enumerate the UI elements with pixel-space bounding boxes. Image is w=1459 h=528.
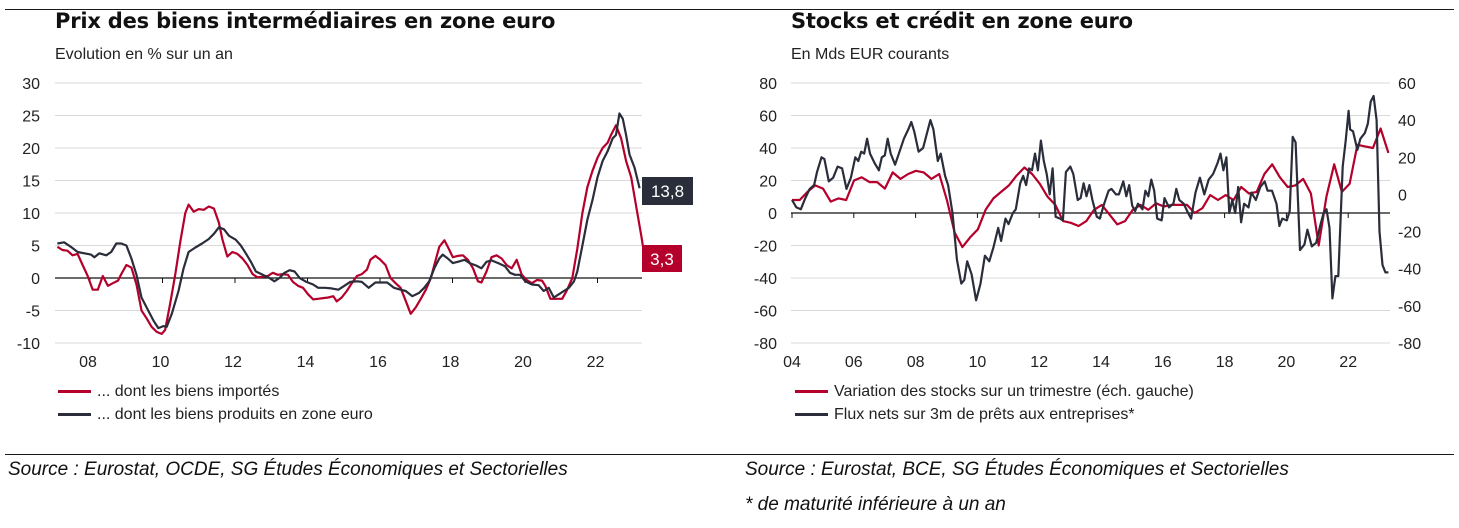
legend-label: ... dont les biens produits en zone euro <box>97 405 373 423</box>
y-tick-label-right: -60 <box>1398 299 1421 316</box>
y-tick-label-left: 40 <box>759 141 777 158</box>
x-tick-label: 16 <box>1154 354 1172 371</box>
legend-label: Flux nets sur 3m de prêts aux entreprise… <box>834 405 1135 423</box>
series-line-red <box>792 127 1390 249</box>
x-tick-label: 20 <box>1278 354 1296 371</box>
y-tick-label-right: 0 <box>1398 187 1407 204</box>
end-label-text: 3,3 <box>650 250 674 269</box>
end-label-box <box>642 245 682 272</box>
series-line-dark <box>57 112 641 330</box>
y-tick-label: -5 <box>26 304 40 321</box>
y-tick-label-right: 40 <box>1398 113 1416 130</box>
x-tick-label: 14 <box>1092 354 1110 371</box>
y-tick-label-right: -80 <box>1398 336 1421 353</box>
x-tick-label: 08 <box>79 354 97 371</box>
end-label-imported: 3,3 <box>642 245 682 272</box>
y-tick-label: 25 <box>22 109 40 126</box>
y-tick-label-right: 20 <box>1398 150 1416 167</box>
y-tick-label-right: 60 <box>1398 76 1416 93</box>
x-tick-label: 12 <box>1030 354 1048 371</box>
x-tick-label: 08 <box>907 354 925 371</box>
y-tick-label-left: -60 <box>754 304 777 321</box>
legend-label: ... dont les biens importés <box>97 382 280 400</box>
y-tick-label: 30 <box>22 76 40 93</box>
x-tick-label: 10 <box>969 354 987 371</box>
y-tick-label-left: 80 <box>759 76 777 93</box>
y-tick-label-left: -20 <box>754 239 777 256</box>
y-tick-label-left: 0 <box>768 206 777 223</box>
x-tick-label: 16 <box>369 354 387 371</box>
legend-swatch-red <box>58 390 91 393</box>
legend-item-produced: ... dont les biens produits en zone euro <box>58 403 373 426</box>
y-tick-label: 10 <box>22 206 40 223</box>
right-chart-title: Stocks et crédit en zone euro <box>791 9 1133 33</box>
y-tick-label-left: 60 <box>759 109 777 126</box>
x-tick-label: 04 <box>783 354 801 371</box>
right-chart: -80 -60 -40 -20 0 20 40 60 80 -80 -60 -40 -20 0 20 40 60… <box>754 76 1421 371</box>
left-source: Source : Eurostat, OCDE, SG Études Écono… <box>8 459 568 480</box>
legend-item-stocks: Variation des stocks sur un trimestre (é… <box>795 380 1194 403</box>
y-tick-label-left: 20 <box>759 174 777 191</box>
x-tick-label: 18 <box>1216 354 1234 371</box>
left-chart-subtitle: Evolution en % sur un an <box>55 46 233 63</box>
left-chart-title: Prix des biens intermédiaires en zone eu… <box>55 9 556 33</box>
left-chart: -10 -5 0 5 10 15 20 25 30 08 10 12 14 16 18 20 22 13,8 3,3 <box>17 76 693 371</box>
legend-label: Variation des stocks sur un trimestre (é… <box>834 382 1194 400</box>
right-chart-subtitle: En Mds EUR courants <box>791 46 950 63</box>
series-line-red <box>56 124 646 335</box>
right-legend: Variation des stocks sur un trimestre (é… <box>795 380 1194 426</box>
y-tick-label: 0 <box>31 271 40 288</box>
x-tick-label: 18 <box>442 354 460 371</box>
legend-swatch-dark <box>58 413 91 416</box>
y-tick-label: -10 <box>17 336 40 353</box>
right-source: Source : Eurostat, BCE, SG Études Économ… <box>745 459 1289 480</box>
x-tick-label: 22 <box>1339 354 1357 371</box>
y-tick-label: 15 <box>22 174 40 191</box>
legend-swatch-red <box>795 390 828 393</box>
left-legend: ... dont les biens importés ... dont les… <box>58 380 373 426</box>
y-tick-label-left: -40 <box>754 271 777 288</box>
end-label-box <box>642 177 693 205</box>
y-tick-label: 5 <box>31 239 40 256</box>
x-tick-label: 20 <box>514 354 532 371</box>
right-footnote: * de maturité inférieure à un an <box>745 494 1006 515</box>
end-label-produced: 13,8 <box>642 177 693 205</box>
x-tick-label: 12 <box>224 354 242 371</box>
x-tick-label: 14 <box>297 354 315 371</box>
y-tick-label-right: -20 <box>1398 225 1421 242</box>
end-label-text: 13,8 <box>651 182 684 201</box>
legend-item-imported: ... dont les biens importés <box>58 380 373 403</box>
x-tick-label: 10 <box>152 354 170 371</box>
y-tick-label: 20 <box>22 141 40 158</box>
y-tick-label-left: -80 <box>754 336 777 353</box>
top-rule <box>5 9 1454 10</box>
x-tick-label: 22 <box>587 354 605 371</box>
x-tick-label: 06 <box>845 354 863 371</box>
legend-item-loans: Flux nets sur 3m de prêts aux entreprise… <box>795 403 1194 426</box>
bottom-rule <box>5 454 1454 455</box>
legend-swatch-dark <box>795 413 828 416</box>
series-line-dark <box>791 94 1389 302</box>
y-tick-label-right: -40 <box>1398 262 1421 279</box>
